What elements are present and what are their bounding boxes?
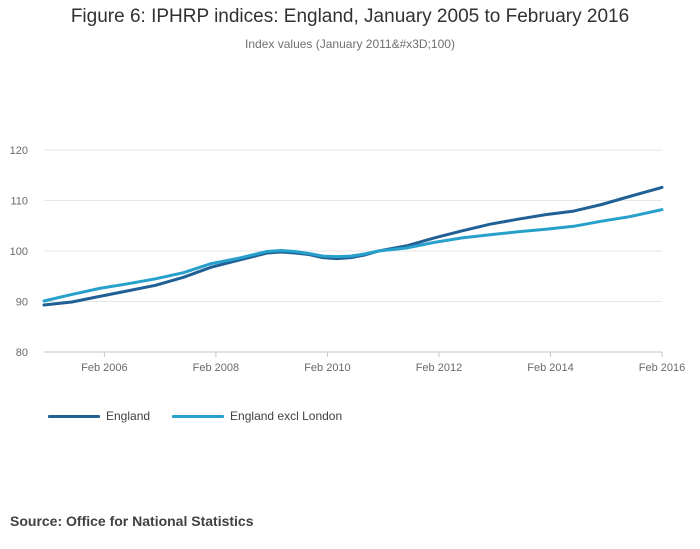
chart-title: Figure 6: IPHRP indices: England, Januar… bbox=[70, 6, 630, 27]
x-tick-label: Feb 2008 bbox=[193, 362, 239, 374]
y-tick-label: 110 bbox=[10, 196, 28, 208]
x-tick-label: Feb 2014 bbox=[527, 362, 573, 374]
chart-subtitle: Index values (January 2011&#x3D;100) bbox=[245, 37, 455, 51]
legend-label-england-excl-london: England excl London bbox=[230, 409, 343, 423]
series-line-england bbox=[42, 185, 664, 307]
x-tick-label: Feb 2006 bbox=[81, 362, 127, 374]
legend-swatch-england-excl-london bbox=[172, 414, 225, 418]
legend-item-england[interactable]: England bbox=[48, 409, 150, 423]
y-tick-label: 80 bbox=[16, 347, 28, 359]
series-line-england-excl-london bbox=[42, 208, 664, 303]
legend-label-england: England bbox=[106, 409, 151, 423]
y-tick-label: 90 bbox=[16, 297, 28, 309]
x-tick-label: Feb 2012 bbox=[416, 362, 462, 374]
chart-legend: England England excl London bbox=[48, 409, 364, 423]
y-tick-label: 120 bbox=[10, 145, 28, 157]
x-tick-label: Feb 2016 bbox=[639, 362, 685, 374]
y-tick-label: 100 bbox=[10, 246, 28, 258]
legend-item-england-excl-london[interactable]: England excl London bbox=[172, 409, 342, 423]
x-tick-label: Feb 2010 bbox=[304, 362, 350, 374]
source-note: Source: Office for National Statistics bbox=[10, 513, 254, 529]
legend-swatch-england bbox=[48, 414, 100, 418]
